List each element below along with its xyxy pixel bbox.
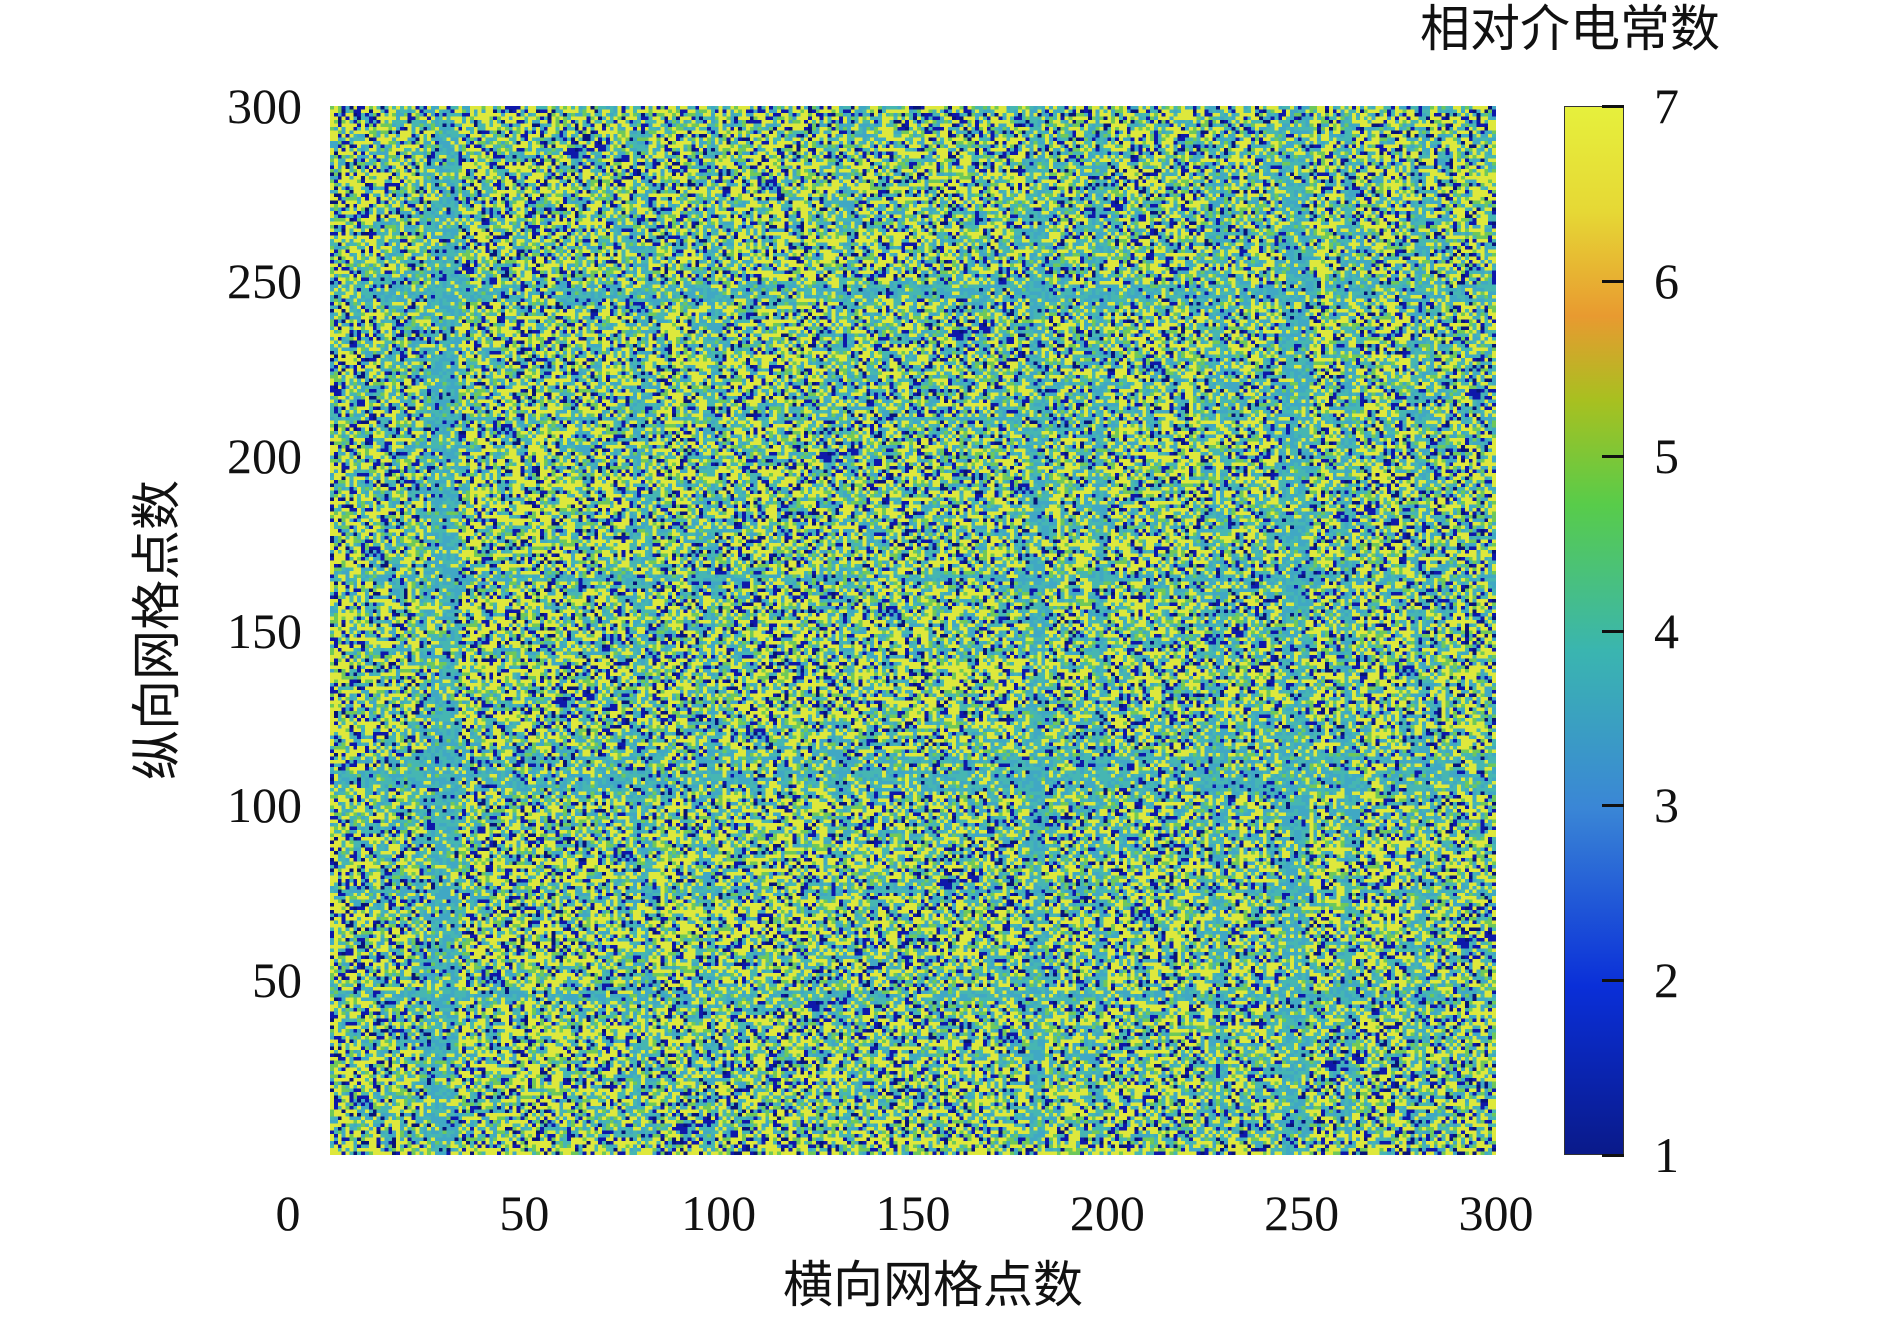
colorbar-tick-mark (1602, 629, 1624, 633)
x-tick-label: 150 (875, 1185, 951, 1241)
colorbar-label: 相对介电常数 (1420, 1, 1720, 57)
colorbar-tick-label: 3 (1654, 777, 1679, 834)
colorbar-tick-label: 7 (1654, 78, 1679, 134)
colorbar-tick-mark (1602, 279, 1624, 283)
colorbar-tick-mark (1602, 804, 1624, 808)
y-tick-label: 150 (227, 602, 302, 659)
permittivity-heatmap (330, 106, 1496, 1155)
colorbar-tick-mark (1602, 979, 1624, 983)
y-tick-label: 200 (227, 427, 302, 484)
colorbar-tick-label: 6 (1654, 252, 1679, 309)
y-tick-label: 50 (252, 952, 302, 1009)
colorbar-tick-label: 1 (1654, 1127, 1679, 1183)
y-tick-label: 100 (227, 777, 302, 834)
x-tick-label: 300 (1458, 1185, 1534, 1241)
colorbar-tick-label: 5 (1654, 427, 1679, 484)
x-axis-label: 横向网格点数 (783, 1257, 1083, 1313)
colorbar-tick-mark (1602, 1154, 1624, 1157)
x-tick-label: 200 (1069, 1185, 1145, 1241)
x-tick-label: 100 (681, 1185, 757, 1241)
colorbar-tick-label: 4 (1654, 602, 1679, 659)
x-tick-label: 50 (499, 1185, 550, 1241)
colorbar-tick-label: 2 (1654, 952, 1679, 1009)
x-tick-label: 0 (275, 1185, 301, 1241)
y-tick-label: 250 (227, 252, 302, 309)
colorbar-tick-mark (1602, 454, 1624, 458)
y-axis-label: 纵向网格点数 (129, 480, 185, 780)
x-tick-label: 250 (1264, 1185, 1340, 1241)
y-tick-label: 300 (227, 78, 302, 134)
colorbar-tick-mark (1602, 105, 1624, 108)
